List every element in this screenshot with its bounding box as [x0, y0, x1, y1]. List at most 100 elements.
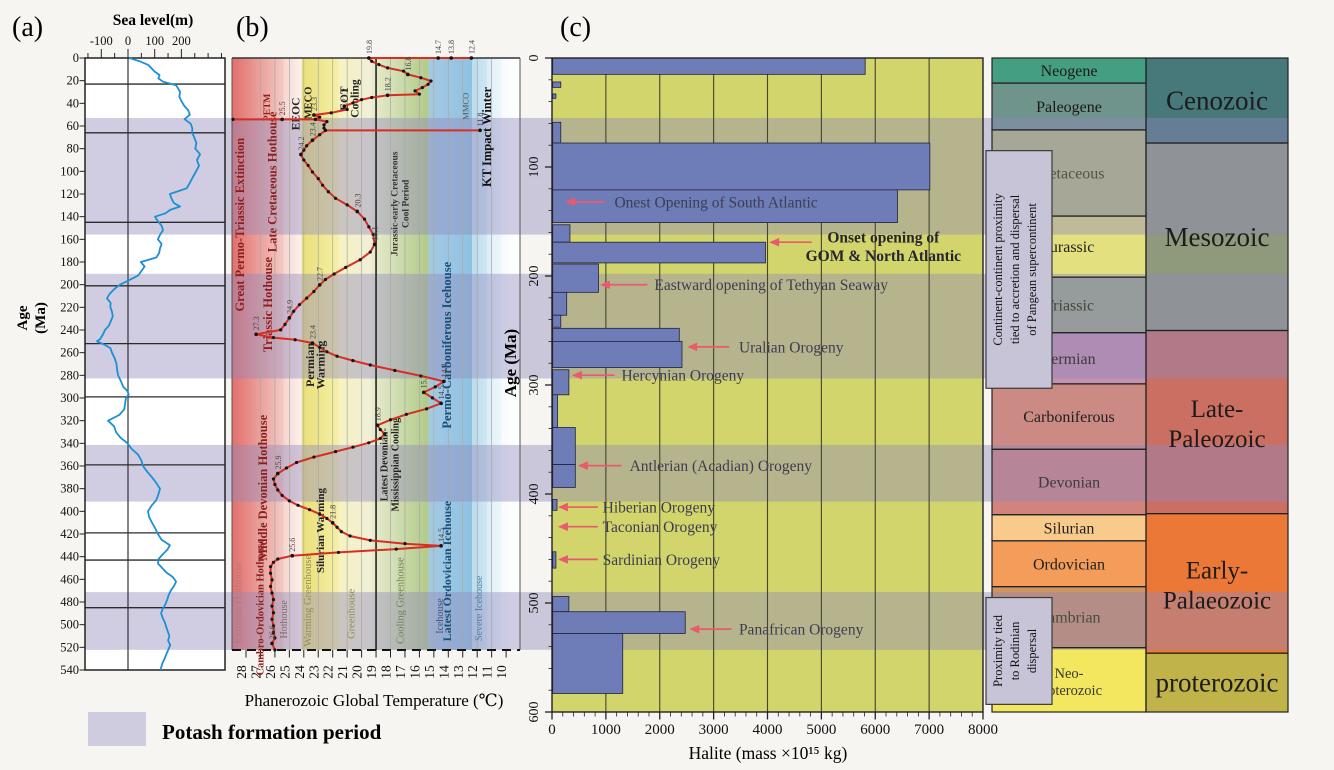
data-point — [323, 277, 328, 282]
sea-level-curve — [96, 57, 202, 671]
climate-zone — [283, 58, 302, 650]
era-cell — [1146, 653, 1288, 712]
annotation-label: Sardinian Orogeny — [603, 552, 721, 569]
data-point — [310, 341, 315, 345]
data-point — [439, 401, 443, 406]
data-point — [312, 455, 316, 459]
panel-a-background — [85, 58, 225, 670]
data-point — [323, 128, 328, 132]
halite-bar — [552, 394, 558, 428]
data-point — [345, 203, 349, 207]
data-point-label: 20.3 — [353, 193, 362, 207]
age-tick-label: 300 — [60, 391, 79, 405]
climate-label: MECO — [304, 87, 315, 120]
climate-label: Severe Icehouse — [474, 575, 485, 641]
era-cell — [1146, 58, 1288, 144]
data-point — [404, 412, 408, 416]
data-point — [388, 418, 393, 422]
climate-label: PETM — [263, 94, 273, 121]
halite-tick-label: 0 — [548, 722, 556, 738]
data-point-label: 15.7 — [420, 374, 429, 388]
era-label: Early- — [1186, 557, 1248, 584]
era-label: proterozoic — [1156, 668, 1279, 698]
age-tick-label-c: 400 — [527, 484, 542, 505]
panel-b-temperature: 28 27 26 25 24 23 22 21 20 19 18 17 16 15 14 13 12 11 10 Gr… — [231, 40, 521, 679]
climate-label: Mississippian Cooling — [390, 418, 401, 512]
era-cell-border — [1145, 652, 1289, 713]
data-point — [312, 113, 316, 117]
era-label: Late- — [1191, 396, 1244, 423]
data-point — [417, 92, 421, 96]
data-point — [305, 296, 309, 300]
data-point — [280, 117, 284, 122]
halite-bar — [552, 241, 766, 264]
potash-band — [85, 273, 1288, 379]
data-point — [325, 516, 329, 521]
age-tick-label: 500 — [60, 618, 79, 632]
data-point — [335, 354, 339, 358]
halite-bar — [552, 121, 562, 144]
sea-level-tick-label: 0 — [125, 34, 131, 48]
temp-tick-label: 15 — [422, 665, 437, 679]
data-point — [436, 56, 440, 60]
age-tick-label: 120 — [60, 187, 79, 201]
halite-tick-label: 5000 — [806, 722, 836, 738]
age-tick-label: 180 — [60, 255, 79, 269]
tectonic-context-label: tied to accretion and dispersal — [1008, 194, 1022, 344]
age-tick-label: 380 — [60, 482, 79, 496]
data-point — [433, 385, 437, 389]
climate-label: Cambro-Ordovician Hothouse — [255, 539, 266, 676]
potash-bands — [85, 117, 1288, 650]
data-point — [270, 604, 274, 608]
data-point — [320, 183, 325, 187]
age-tick-label: 260 — [60, 346, 79, 360]
data-point — [271, 597, 276, 602]
halite-tick-label: 8000 — [968, 722, 998, 738]
panel-c-letter: (c) — [560, 12, 591, 43]
data-point — [406, 72, 410, 77]
halite-bar — [552, 189, 898, 223]
annotation-label: Antlerian (Acadian) Orogeny — [630, 458, 813, 475]
legend-label: Potash formation period — [162, 720, 382, 744]
halite-tick-label: 1000 — [591, 722, 621, 738]
tectonic-context-label: Proximity tied — [991, 614, 1005, 687]
age-axis-label-c: Age (Ma) — [501, 329, 520, 397]
age-tick-label: 420 — [60, 527, 79, 541]
data-point-label: 21.2 — [340, 88, 349, 102]
age-tick-label: 320 — [60, 414, 79, 428]
data-point — [442, 379, 446, 384]
data-point — [279, 328, 283, 332]
data-point — [271, 611, 276, 615]
age-tick-label: 280 — [60, 368, 79, 382]
tectonic-context-label: dispersal — [1025, 628, 1039, 673]
data-point — [294, 460, 299, 465]
data-point-label: 24.2 — [297, 136, 306, 150]
halite-bar — [552, 499, 558, 511]
data-point — [270, 578, 274, 582]
data-point — [335, 525, 339, 529]
data-point — [317, 283, 322, 287]
data-point — [254, 332, 258, 337]
data-point — [430, 396, 435, 400]
data-point — [268, 584, 273, 589]
halite-tick-label: 7000 — [914, 722, 944, 738]
period-label: Jurassic — [1044, 239, 1095, 256]
halite-bar — [552, 596, 570, 613]
data-point — [312, 289, 316, 294]
period-label: Neo- — [1055, 666, 1084, 682]
annotation-label: Onest Opening of South Atlantic — [614, 194, 817, 211]
data-point-label: 14.5 — [437, 385, 446, 399]
data-point — [329, 111, 333, 115]
annotation-arrowhead — [557, 555, 568, 564]
data-point — [307, 508, 312, 512]
data-point — [268, 565, 273, 569]
data-point-label: 26.6 — [268, 625, 277, 639]
climate-label: Silurian Warming — [315, 487, 327, 573]
halite-bar — [552, 81, 562, 88]
data-point-label: 25.5 — [278, 101, 287, 115]
climate-label: MMCO — [461, 93, 471, 120]
data-point — [302, 158, 306, 162]
data-point — [290, 553, 295, 558]
data-point-label: 16.8 — [404, 56, 413, 70]
